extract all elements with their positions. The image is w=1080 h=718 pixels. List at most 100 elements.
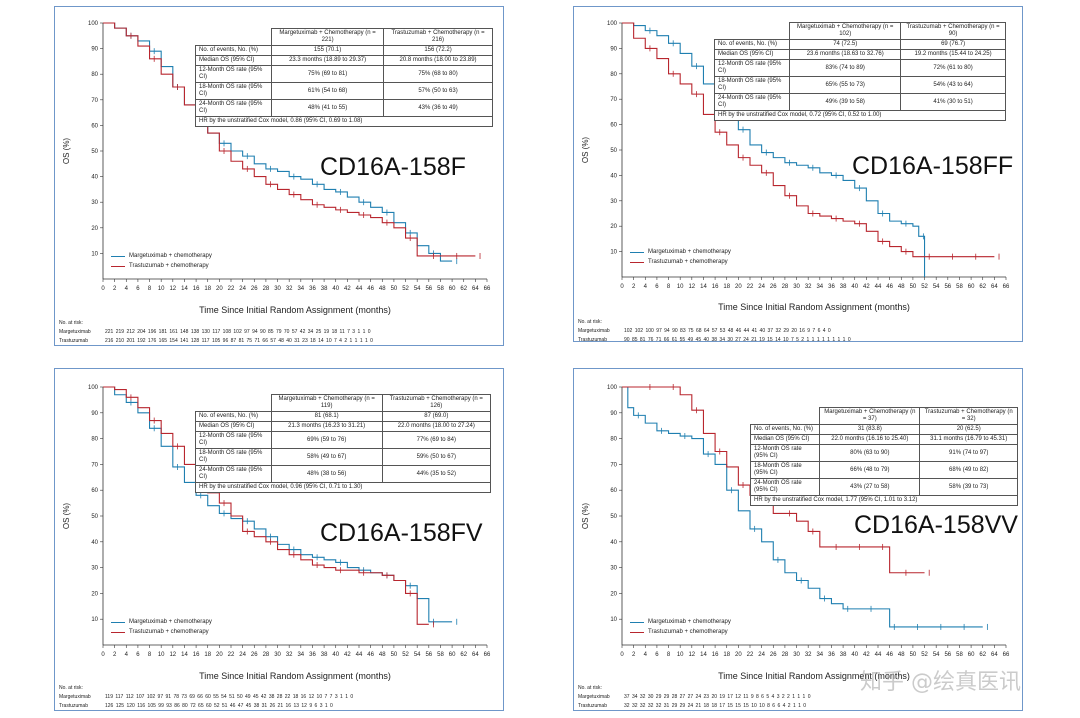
legend-item: Margetuximab + chemotherapy bbox=[111, 617, 212, 627]
x-tick-label: 62 bbox=[460, 286, 467, 292]
legend-item: Margetuximab + chemotherapy bbox=[630, 247, 731, 257]
x-tick-label: 46 bbox=[886, 652, 893, 658]
x-tick-label: 20 bbox=[216, 286, 223, 292]
x-tick-label: 18 bbox=[723, 284, 730, 290]
x-tick-label: 56 bbox=[944, 652, 951, 658]
legend-label: Margetuximab + chemotherapy bbox=[129, 619, 212, 625]
x-axis-label: Time Since Initial Random Assignment (mo… bbox=[718, 671, 910, 681]
marge-value: 48% (41 to 55) bbox=[271, 99, 385, 117]
marge-value: 23.3 months (18.89 to 29.37) bbox=[271, 55, 385, 66]
y-tick-label: 30 bbox=[91, 200, 98, 206]
y-axis-label: OS (%) bbox=[62, 503, 71, 530]
y-tick-label: 10 bbox=[610, 250, 617, 256]
km-panel-158ff: 0 2 4 6 8 10 12 14 16 18 20 22 24 26 28 30 32 34 36 38 40 42 4… bbox=[573, 6, 1023, 343]
y-tick-label: 10 bbox=[91, 251, 98, 257]
y-tick-label: 10 bbox=[610, 617, 617, 623]
x-tick-label: 64 bbox=[472, 652, 479, 658]
x-tick-label: 2 bbox=[113, 286, 117, 292]
risk-row-trast: Trastuzumab 216 210 201 192 176 165 154 1… bbox=[59, 337, 373, 346]
risk-numbers: 119 117 112 107 102 97 91 78 73 69 66 60… bbox=[105, 694, 354, 700]
x-tick-label: 66 bbox=[484, 652, 491, 658]
x-tick-label: 54 bbox=[933, 652, 940, 658]
risk-numbers: 37 34 32 30 29 29 28 27 27 24 23 20 19 1… bbox=[624, 694, 811, 700]
legend-item: Trastuzumab + chemotherapy bbox=[630, 257, 731, 267]
stats-table: Margetuximab + Chemotherapy (n = 37) Tras… bbox=[749, 407, 1018, 506]
risk-numbers: 102 102 100 97 94 90 83 75 68 64 57 53 4… bbox=[624, 328, 831, 334]
x-tick-label: 38 bbox=[840, 284, 847, 290]
x-tick-label: 30 bbox=[274, 286, 281, 292]
risk-title: No. at risk: bbox=[578, 685, 602, 691]
x-tick-label: 64 bbox=[991, 652, 998, 658]
marge-value: 75% (69 to 81) bbox=[271, 65, 385, 83]
x-tick-label: 56 bbox=[944, 284, 951, 290]
y-tick-label: 40 bbox=[91, 540, 98, 546]
x-tick-label: 48 bbox=[379, 652, 386, 658]
km-panel-158fv: 0 2 4 6 8 10 12 14 16 18 20 22 24 26 28 30 32 34 36 38 40 42 4… bbox=[54, 368, 504, 711]
legend-item: Trastuzumab + chemotherapy bbox=[111, 261, 212, 271]
x-tick-label: 24 bbox=[239, 652, 246, 658]
legend-swatch bbox=[630, 621, 644, 623]
trast-value: 68% (49 to 82) bbox=[919, 461, 1018, 479]
y-tick-label: 40 bbox=[610, 173, 617, 179]
marge-value: 23.6 months (18.63 to 32.76) bbox=[789, 49, 902, 60]
y-tick-label: 60 bbox=[610, 488, 617, 494]
x-tick-label: 16 bbox=[712, 652, 719, 658]
y-tick-label: 40 bbox=[610, 540, 617, 546]
y-tick-label: 100 bbox=[607, 21, 618, 27]
table-col-header: Trastuzumab + Chemotherapy (n = 90) bbox=[900, 22, 1006, 40]
x-tick-label: 18 bbox=[723, 652, 730, 658]
y-axis-label: OS (%) bbox=[62, 138, 71, 165]
y-tick-label: 30 bbox=[610, 566, 617, 572]
x-tick-label: 22 bbox=[747, 652, 754, 658]
x-tick-label: 38 bbox=[840, 652, 847, 658]
trast-value: 31.1 months (16.79 to 45.31) bbox=[919, 434, 1018, 445]
x-tick-label: 36 bbox=[828, 284, 835, 290]
x-tick-label: 66 bbox=[1003, 652, 1010, 658]
legend-item: Trastuzumab + chemotherapy bbox=[111, 627, 212, 637]
x-tick-label: 6 bbox=[655, 652, 659, 658]
subgroup-title: CD16A-158FF bbox=[852, 152, 1014, 180]
x-tick-label: 10 bbox=[158, 652, 165, 658]
legend-label: Trastuzumab + chemotherapy bbox=[648, 629, 728, 635]
marge-value: 80% (63 to 90) bbox=[819, 444, 921, 462]
x-tick-label: 40 bbox=[332, 652, 339, 658]
row-label: 24-Month OS rate (95% CI) bbox=[194, 99, 273, 117]
y-tick-label: 20 bbox=[610, 224, 617, 230]
x-tick-label: 48 bbox=[898, 284, 905, 290]
table-row: 24-Month OS rate (95% CI) 48% (41 to 55) 4… bbox=[194, 99, 493, 117]
row-label: 18-Month OS rate (95% CI) bbox=[713, 76, 791, 94]
legend-label: Margetuximab + chemotherapy bbox=[648, 619, 731, 625]
y-tick-label: 90 bbox=[91, 47, 98, 53]
legend-label: Trastuzumab + chemotherapy bbox=[648, 259, 728, 265]
subgroup-title: CD16A-158F bbox=[320, 153, 466, 181]
margetuximab-curve bbox=[622, 22, 926, 277]
marge-value: 49% (39 to 58) bbox=[789, 93, 902, 111]
legend-item: Trastuzumab + chemotherapy bbox=[630, 627, 731, 637]
marge-value: 66% (48 to 79) bbox=[819, 461, 921, 479]
risk-row-marge: Margetuximab 221 219 212 204 196 181 161 … bbox=[59, 328, 373, 337]
y-tick-label: 80 bbox=[610, 72, 617, 78]
table-col-header: Margetuximab + Chemotherapy (n = 37) bbox=[819, 407, 921, 425]
x-tick-label: 2 bbox=[632, 284, 636, 290]
x-tick-label: 42 bbox=[863, 284, 870, 290]
y-tick-label: 50 bbox=[610, 148, 617, 154]
x-tick-label: 30 bbox=[274, 652, 281, 658]
x-axis-label: Time Since Initial Random Assignment (mo… bbox=[199, 305, 391, 315]
y-tick-label: 20 bbox=[91, 591, 98, 597]
x-axis-label: Time Since Initial Random Assignment (mo… bbox=[718, 302, 910, 312]
x-tick-label: 32 bbox=[286, 286, 293, 292]
marge-value: 48% (38 to 56) bbox=[270, 465, 383, 483]
x-tick-label: 52 bbox=[921, 284, 928, 290]
y-axis-label: OS (%) bbox=[581, 137, 590, 164]
trast-value: 156 (72.2) bbox=[383, 45, 493, 56]
y-tick-label: 40 bbox=[91, 175, 98, 181]
trast-value: 72% (61 to 80) bbox=[900, 59, 1006, 77]
risk-numbers: 216 210 201 192 176 165 154 141 128 117 … bbox=[105, 338, 373, 344]
row-label: 24-Month OS rate (95% CI) bbox=[749, 478, 821, 496]
x-tick-label: 12 bbox=[169, 286, 176, 292]
row-label: 12-Month OS rate (95% CI) bbox=[713, 59, 791, 77]
risk-title: No. at risk: bbox=[578, 319, 602, 325]
table-row: 12-Month OS rate (95% CI) 83% (74 to 89) 7… bbox=[713, 59, 1006, 77]
table-row: 12-Month OS rate (95% CI) 80% (63 to 90) 9… bbox=[749, 444, 1018, 462]
x-tick-label: 22 bbox=[228, 286, 235, 292]
